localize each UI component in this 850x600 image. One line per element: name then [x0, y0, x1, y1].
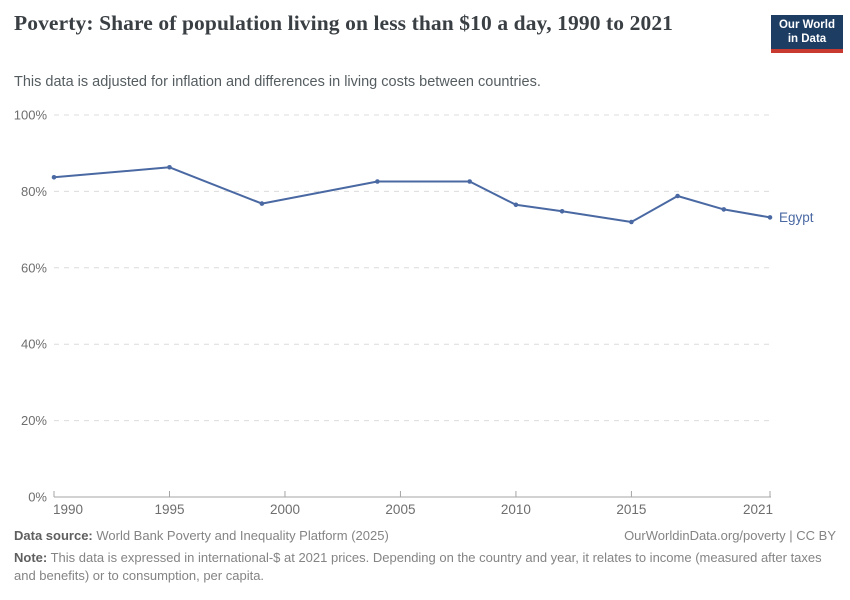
x-axis-labels: 1990 1995 2000 2005 2010 2015 2021 — [53, 502, 773, 517]
x-axis — [53, 491, 771, 498]
data-point[interactable] — [629, 219, 634, 225]
data-point[interactable] — [467, 179, 473, 184]
y-axis-label: 40% — [21, 337, 47, 352]
data-source-line: Data source: World Bank Poverty and Ineq… — [14, 528, 389, 544]
series-line-egypt[interactable] — [53, 166, 771, 223]
data-point[interactable] — [167, 165, 172, 170]
y-axis-label: 60% — [21, 260, 47, 275]
note-label: Note: — [14, 550, 48, 565]
x-axis-label: 2010 — [501, 502, 531, 517]
y-axis-label: 0% — [28, 490, 47, 505]
data-point[interactable] — [513, 202, 519, 208]
data-point[interactable] — [259, 201, 265, 206]
x-axis-label: 1990 — [53, 502, 83, 517]
y-axis-labels: 0% 20% 40% 60% 80% 100% — [14, 108, 48, 505]
x-axis-label: 2015 — [616, 502, 646, 517]
data-point[interactable] — [559, 209, 565, 214]
page-title: Poverty: Share of population living on l… — [14, 11, 674, 35]
owid-logo[interactable]: Our World in Data — [771, 15, 843, 53]
data-point[interactable] — [721, 207, 727, 212]
owid-logo-line2: in Data — [787, 32, 827, 45]
chart-footer: Data source: World Bank Poverty and Ineq… — [14, 528, 836, 544]
series-points-egypt[interactable] — [51, 165, 773, 225]
entity-label-egypt[interactable]: Egypt — [779, 210, 814, 225]
license-link[interactable]: OurWorldinData.org/poverty | CC BY — [624, 528, 836, 543]
y-gridlines — [54, 114, 772, 422]
x-axis-label: 2021 — [743, 502, 773, 517]
x-axis-label: 1995 — [154, 502, 184, 517]
chart-subtitle: This data is adjusted for inflation and … — [14, 74, 541, 90]
y-axis-label: 100% — [14, 108, 48, 123]
owid-logo-line1: Our World — [778, 19, 835, 31]
data-point[interactable] — [375, 179, 380, 184]
chart-note: Note: This data is expressed in internat… — [14, 549, 828, 584]
data-point[interactable] — [51, 175, 57, 180]
x-axis-label: 2005 — [385, 502, 415, 517]
y-axis-label: 20% — [21, 413, 47, 428]
line-chart: 0% 20% 40% 60% 80% 100% 1990 1995 2000 2005 2010 20… — [14, 108, 814, 518]
data-point[interactable] — [675, 193, 680, 199]
data-source-label: Data source: — [14, 528, 93, 543]
owid-logo-box: Our World in Data — [771, 15, 843, 53]
data-source-text: World Bank Poverty and Inequality Platfo… — [92, 528, 389, 543]
data-point[interactable] — [767, 215, 773, 220]
x-axis-label: 2000 — [270, 502, 300, 517]
note-text: This data is expressed in international-… — [14, 550, 822, 583]
y-axis-label: 80% — [21, 184, 47, 199]
